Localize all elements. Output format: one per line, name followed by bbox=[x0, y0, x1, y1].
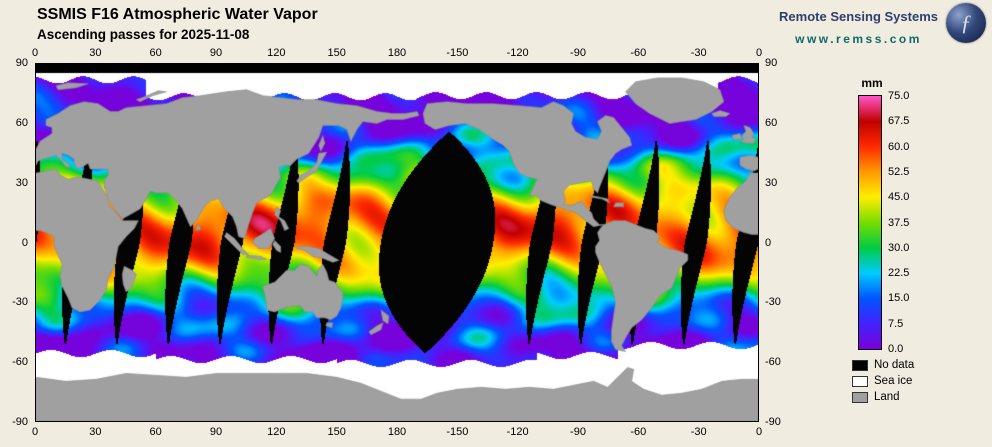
lat-label: 0 bbox=[21, 236, 28, 249]
colorbar-tick-label: 22.5 bbox=[888, 267, 910, 280]
lat-label: 0 bbox=[765, 236, 772, 249]
remss-globe-logo-icon[interactable]: ƒ bbox=[946, 3, 986, 43]
globe-script-f: ƒ bbox=[960, 10, 972, 35]
lat-label: -90 bbox=[765, 416, 781, 428]
page-title: SSMIS F16 Atmospheric Water Vapor bbox=[37, 6, 318, 23]
page-subtitle: Ascending passes for 2025-11-08 bbox=[37, 27, 250, 42]
map-frame bbox=[35, 63, 759, 422]
legend-item-sea-ice: Sea ice bbox=[852, 375, 914, 387]
lon-axis-bottom: 0 30 60 90 120 150 180 -150 -120 -90 -60 -30 0 bbox=[31, 426, 763, 439]
lon-label: -120 bbox=[506, 47, 529, 59]
colorbar-gradient bbox=[858, 95, 882, 350]
lat-label: 30 bbox=[15, 176, 28, 189]
lon-label: 0 bbox=[31, 47, 39, 59]
lat-label: -30 bbox=[765, 296, 781, 309]
lat-label: 60 bbox=[765, 116, 778, 129]
sea-ice-swatch bbox=[852, 375, 868, 387]
colorbar-tick-label: 52.5 bbox=[888, 165, 910, 178]
colorbar-unit-label: mm bbox=[861, 76, 883, 90]
lon-label: 150 bbox=[327, 426, 346, 438]
colorbar-tick-label: 7.5 bbox=[888, 317, 904, 330]
lon-label: 120 bbox=[267, 47, 286, 59]
colorbar-tick-label: 15.0 bbox=[888, 292, 910, 305]
lon-label: 0 bbox=[755, 47, 763, 59]
lon-label: 180 bbox=[387, 47, 407, 59]
colorbar-tick-labels: 75.0 67.5 60.0 52.5 45.0 37.5 30.0 22.5 15.0 7.5 0… bbox=[888, 90, 932, 355]
lon-label: -60 bbox=[630, 426, 647, 438]
colorbar-tick-label: 60.0 bbox=[888, 140, 910, 153]
lon-label: 90 bbox=[209, 47, 223, 59]
lon-label: 60 bbox=[149, 426, 162, 438]
lon-label: -150 bbox=[446, 47, 469, 59]
brand-text: Remote Sensing Systems www.remss.com bbox=[779, 3, 938, 46]
lon-label: -120 bbox=[506, 426, 529, 438]
no-data-swatch bbox=[852, 359, 868, 371]
sea-ice-label: Sea ice bbox=[874, 375, 913, 387]
colorbar-tick-label: 45.0 bbox=[888, 191, 910, 204]
colorbar-tick-label: 0.0 bbox=[888, 343, 904, 355]
lon-label: -60 bbox=[630, 47, 647, 59]
lon-label: 90 bbox=[209, 426, 223, 438]
legend: No data Sea ice Land bbox=[852, 359, 914, 407]
legend-item-no-data: No data bbox=[852, 359, 914, 371]
no-data-label: No data bbox=[874, 359, 915, 371]
lon-label: -150 bbox=[446, 426, 469, 438]
lon-axis-top: 0 30 60 90 120 150 180 -150 -120 -90 -60 -30 0 bbox=[31, 47, 763, 60]
lat-label: -30 bbox=[12, 296, 28, 309]
lon-label: -90 bbox=[570, 426, 586, 438]
lon-label: -30 bbox=[690, 47, 707, 59]
brand-block: Remote Sensing Systems www.remss.com ƒ bbox=[779, 3, 986, 46]
lon-label: 150 bbox=[327, 47, 346, 59]
lat-axis-left: 90 60 30 0 -30 -60 -90 bbox=[0, 57, 31, 428]
lat-label: -60 bbox=[765, 356, 781, 369]
colorbar-tick-label: 37.5 bbox=[888, 216, 910, 229]
colorbar-tick-label: 30.0 bbox=[888, 241, 910, 254]
lat-label: -90 bbox=[12, 416, 28, 428]
lat-label: 90 bbox=[15, 57, 28, 69]
lon-label: 180 bbox=[387, 426, 407, 438]
lon-label: 60 bbox=[149, 47, 162, 59]
world-map-canvas bbox=[36, 64, 758, 421]
land-label: Land bbox=[874, 391, 900, 403]
lon-label: 0 bbox=[755, 426, 763, 438]
lon-label: 0 bbox=[31, 426, 39, 438]
lon-label: 120 bbox=[267, 426, 286, 438]
lon-label: 30 bbox=[89, 47, 102, 59]
brand-name: Remote Sensing Systems bbox=[779, 9, 938, 24]
colorbar-tick-label: 67.5 bbox=[888, 115, 910, 128]
lat-label: 30 bbox=[765, 176, 778, 189]
colorbar-tick-label: 75.0 bbox=[888, 90, 910, 102]
lat-axis-right: 90 60 30 0 -30 -60 -90 bbox=[762, 57, 802, 428]
brand-url-link[interactable]: www.remss.com bbox=[795, 32, 922, 46]
lat-label: 60 bbox=[15, 116, 28, 129]
lon-label: -30 bbox=[690, 426, 707, 438]
lon-label: 30 bbox=[89, 426, 102, 438]
lat-label: -60 bbox=[12, 356, 28, 369]
legend-item-land: Land bbox=[852, 391, 914, 403]
lat-label: 90 bbox=[765, 57, 778, 69]
land-swatch bbox=[852, 391, 868, 403]
lon-label: -90 bbox=[570, 47, 586, 59]
